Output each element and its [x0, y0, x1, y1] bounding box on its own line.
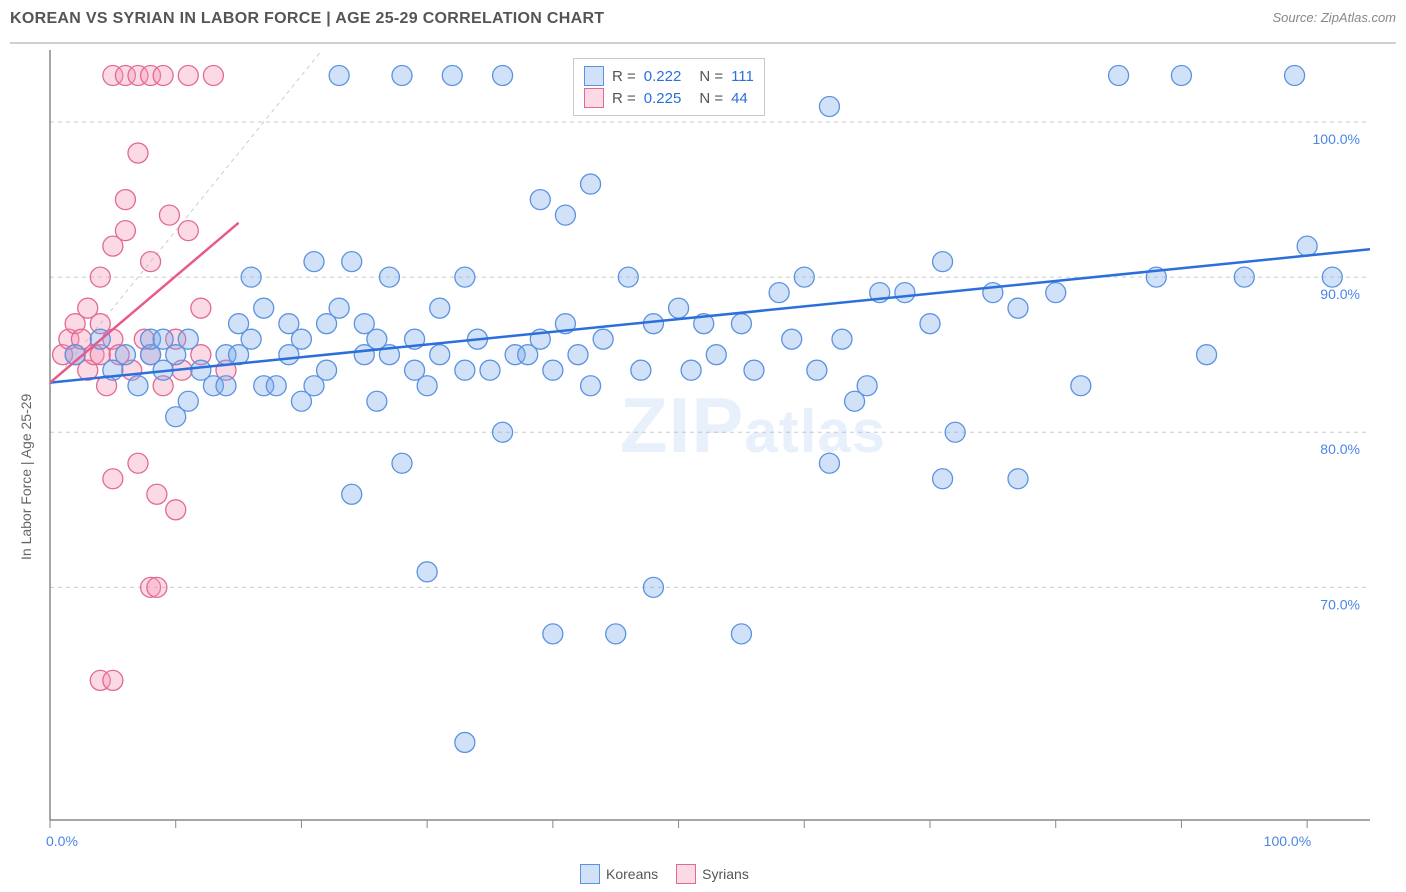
legend-swatch-icon [580, 864, 600, 884]
svg-text:70.0%: 70.0% [1320, 596, 1360, 612]
legend-swatch-icon [584, 66, 604, 86]
scatter-plot: 70.0% 80.0% 90.0% 100.0% 0.0% 100.0% [0, 0, 1406, 892]
svg-text:0.0%: 0.0% [46, 833, 78, 849]
legend-correlation: R = 0.222N = 111R = 0.225N = 44 [573, 58, 765, 116]
legend-item-syrians: Syrians [676, 864, 749, 884]
svg-text:100.0%: 100.0% [1313, 131, 1360, 147]
legend-swatch-icon [676, 864, 696, 884]
legend-swatch-icon [584, 88, 604, 108]
legend-row-syrians: R = 0.225N = 44 [584, 87, 754, 109]
svg-text:80.0%: 80.0% [1320, 441, 1360, 457]
legend-series: Koreans Syrians [580, 864, 749, 884]
chart-container: KOREAN VS SYRIAN IN LABOR FORCE | AGE 25… [0, 0, 1406, 892]
legend-row-koreans: R = 0.222N = 111 [584, 65, 754, 87]
svg-text:90.0%: 90.0% [1320, 286, 1360, 302]
legend-item-koreans: Koreans [580, 864, 658, 884]
svg-text:100.0%: 100.0% [1264, 833, 1311, 849]
